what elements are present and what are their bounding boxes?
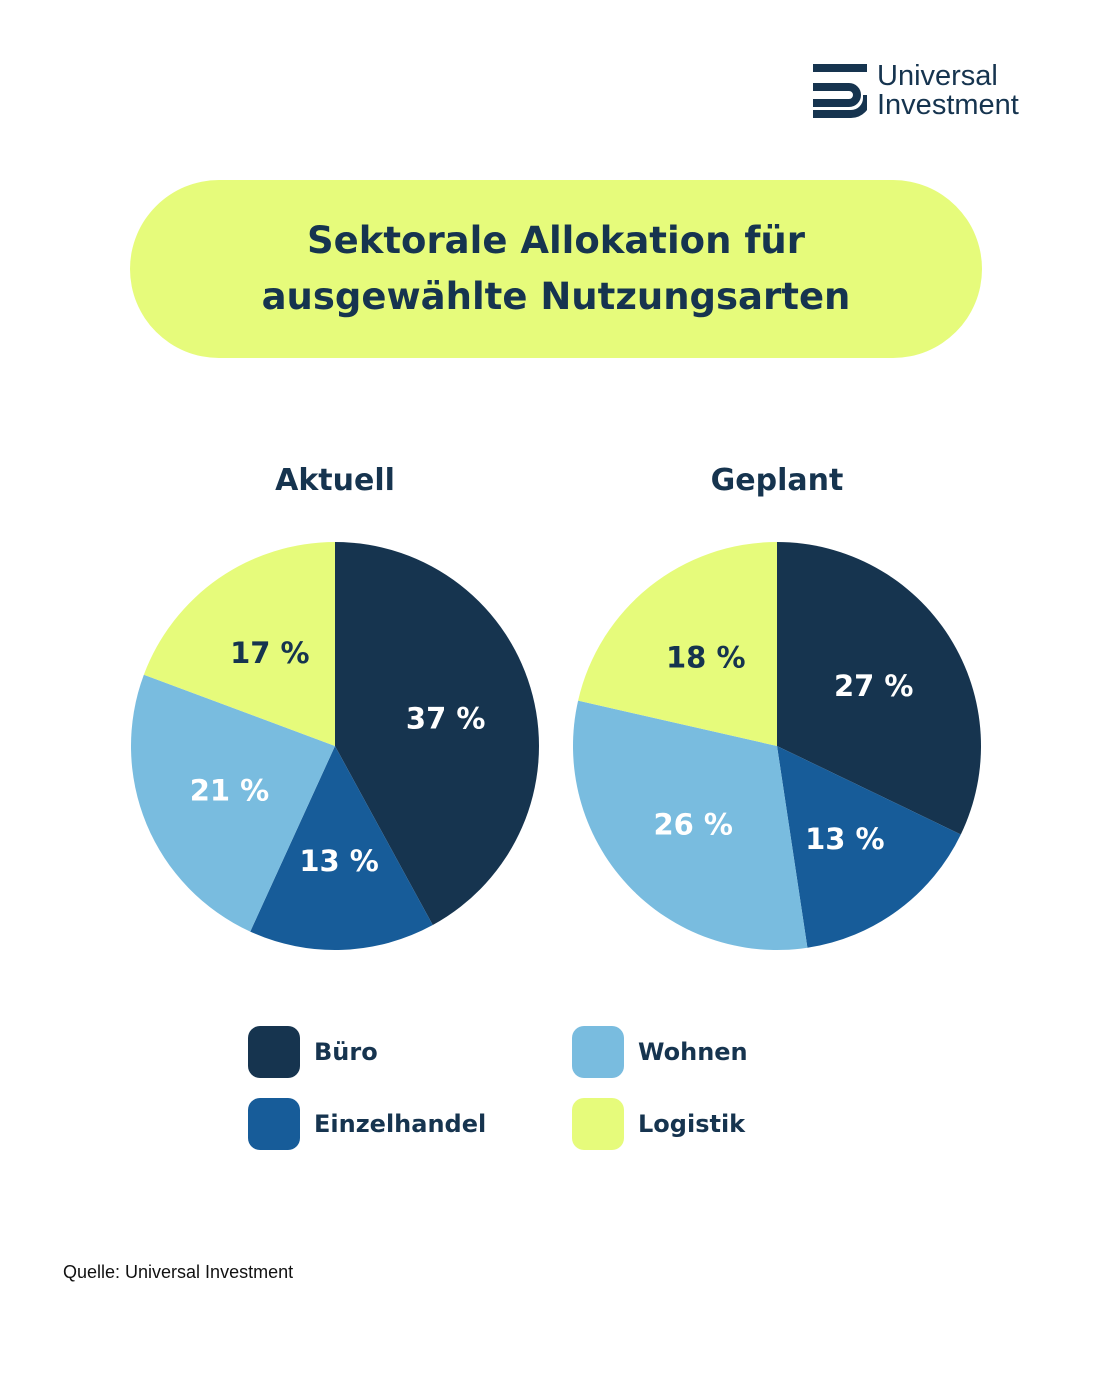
legend-swatch xyxy=(248,1026,300,1078)
legend-swatch xyxy=(248,1098,300,1150)
pie-chart-geplant: Geplant 27 % 13 % 26 % 18 % xyxy=(573,463,981,951)
pie-slice xyxy=(777,746,961,948)
pie-title: Geplant xyxy=(711,463,844,498)
pie-slice xyxy=(131,674,335,932)
title-line-2: ausgewählte Nutzungsarten xyxy=(261,275,851,318)
source-note: Quelle: Universal Investment xyxy=(63,1262,294,1282)
pie-charts: Aktuell 37 % 13 % 21 % 17 % Geplant 27 % 13 % 2… xyxy=(131,463,981,951)
pie-slice-label: 13 % xyxy=(299,844,379,878)
pie-chart-aktuell: Aktuell 37 % 13 % 21 % 17 % xyxy=(131,463,540,950)
legend-item-einzelhandel: Einzelhandel xyxy=(248,1098,486,1150)
pie-slice xyxy=(250,746,433,950)
logo-wordmark: Universal Investment xyxy=(877,62,1019,120)
chart-legend: Büro Wohnen Einzelhandel Logistik xyxy=(248,1026,848,1156)
pie-slice xyxy=(143,542,335,746)
legend-label: Logistik xyxy=(638,1110,746,1138)
legend-item-logistik: Logistik xyxy=(572,1098,745,1150)
pie-slice xyxy=(578,542,777,746)
logo-line-2: Investment xyxy=(877,89,1019,121)
title-line-1: Sektorale Allokation für xyxy=(306,219,806,262)
pie-slice xyxy=(573,700,808,951)
legend-label: Wohnen xyxy=(638,1038,748,1066)
pie-slice xyxy=(777,542,981,835)
legend-item-buero: Büro xyxy=(248,1026,378,1078)
legend-label: Einzelhandel xyxy=(314,1110,487,1138)
legend-item-wohnen: Wohnen xyxy=(572,1026,748,1078)
pie-slice-label: 21 % xyxy=(190,774,270,808)
pie-slice-label: 17 % xyxy=(230,636,310,670)
logo-line-1: Universal xyxy=(877,60,998,92)
pie-slice-label: 27 % xyxy=(834,669,914,703)
pie-slice-label: 13 % xyxy=(805,822,885,856)
legend-swatch xyxy=(572,1026,624,1078)
pie-title: Aktuell xyxy=(275,463,395,498)
legend-label: Büro xyxy=(314,1038,378,1066)
pie-slice-label: 26 % xyxy=(653,808,733,842)
universal-investment-logo: Universal Investment xyxy=(813,62,1053,122)
pie-slice xyxy=(335,542,540,926)
title-banner: Sektorale Allokation für ausgewählte Nut… xyxy=(130,180,982,358)
pie-slice-label: 37 % xyxy=(406,702,486,736)
legend-swatch xyxy=(572,1098,624,1150)
pie-slice-label: 18 % xyxy=(666,641,746,675)
